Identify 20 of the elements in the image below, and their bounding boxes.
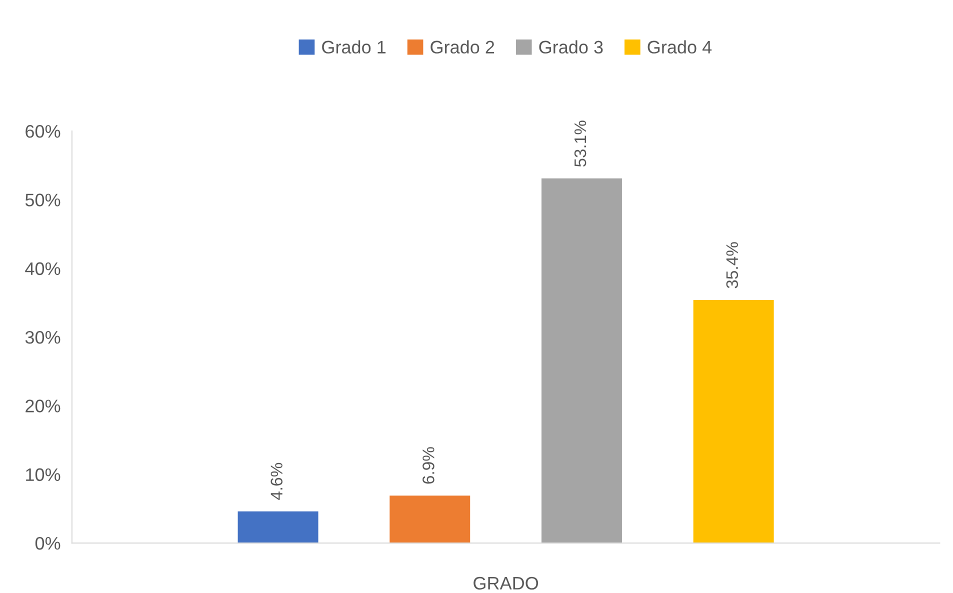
- y-tick-label: 20%: [26, 400, 60, 412]
- legend-label: Grado 2: [430, 40, 494, 54]
- bar: [238, 511, 318, 544]
- bar: [390, 496, 470, 544]
- y-tick-label: 30%: [25, 330, 60, 344]
- data-label: 53.1%: [574, 120, 586, 167]
- legend-label: Grado 1: [322, 40, 386, 54]
- data-label: 35.4%: [726, 242, 738, 288]
- bar: [693, 300, 774, 544]
- legend-label: Grado 3: [539, 40, 603, 54]
- y-tick-label: 50%: [25, 194, 60, 206]
- y-tick-label: 60%: [26, 124, 60, 138]
- legend-label: Grado 4: [648, 40, 712, 54]
- y-tick-label: 10%: [26, 468, 60, 482]
- y-tick-label: 40%: [25, 262, 60, 276]
- bar: [541, 178, 622, 544]
- data-label: 4.6%: [270, 462, 283, 500]
- data-label: 6.9%: [422, 447, 434, 484]
- x-tick-label: GRADO: [474, 576, 538, 590]
- y-tick-label: 0%: [35, 536, 60, 550]
